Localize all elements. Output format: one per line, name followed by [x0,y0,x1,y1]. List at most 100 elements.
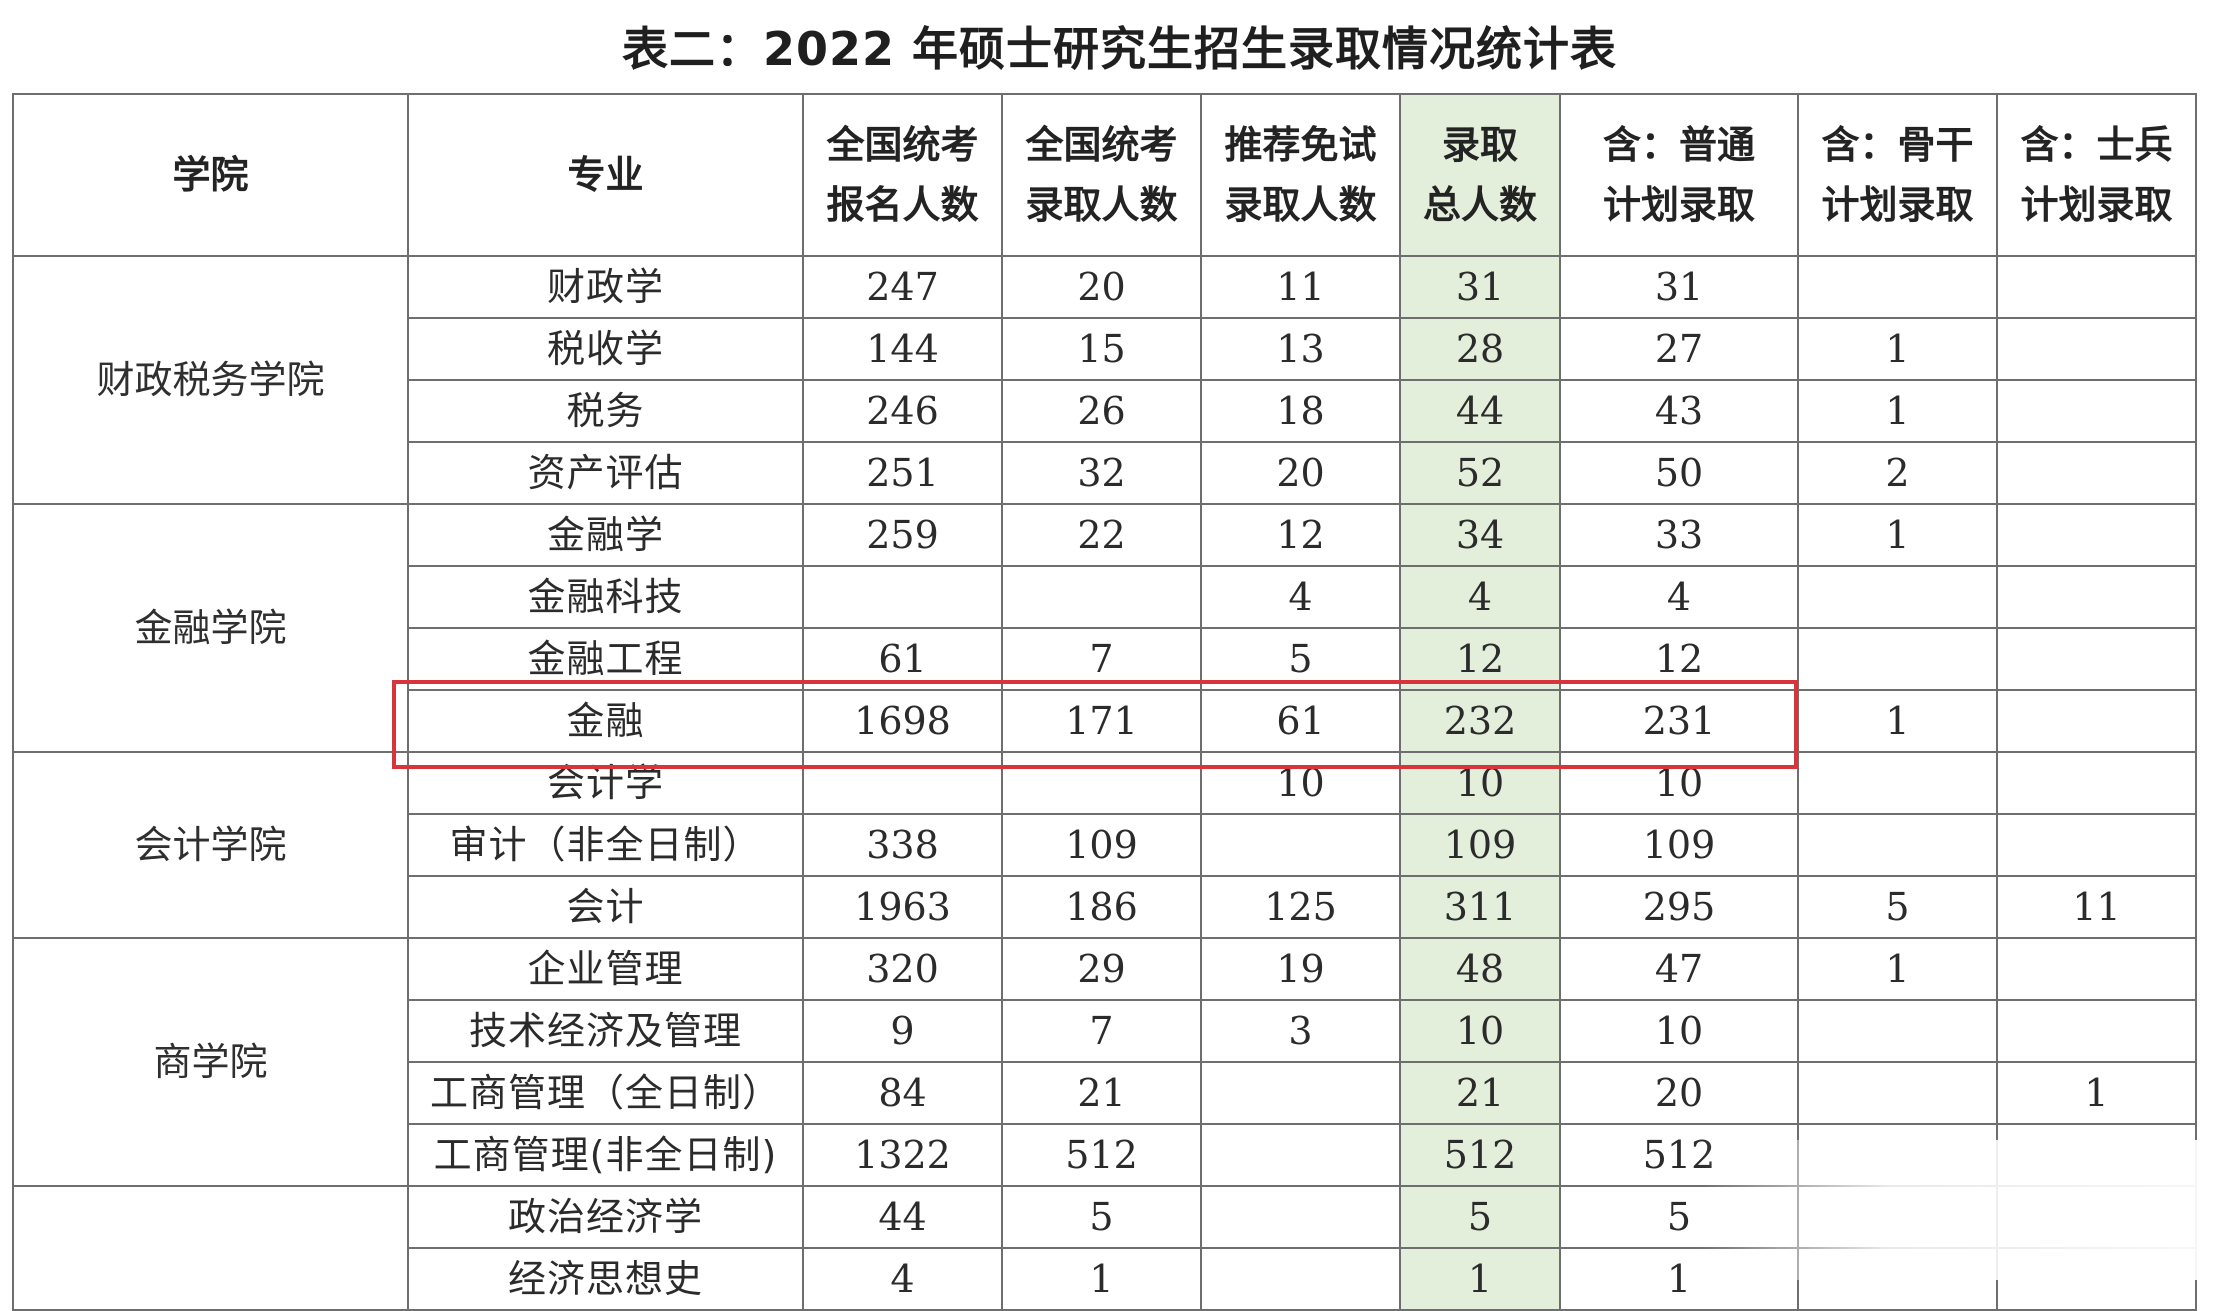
cell-nat-apply: 44 [802,1185,1003,1249]
cell-rec-admit [1200,1061,1401,1125]
cell-rec-admit [1200,1185,1401,1249]
table-row: 技术经济及管理 9 7 3 10 10 [13,999,2197,1063]
cell-plan-soldier [1996,1123,2197,1187]
cell-major: 企业管理 [407,937,804,1001]
cell-major: 会计学 [407,751,804,815]
admission-table-container: 学院 专业 全国统考 报名人数 全国统考 录取人数 推荐免试 录取人数 录取 总… [12,93,2197,1311]
cell-college [12,1185,409,1311]
cell-rec-admit: 61 [1200,689,1401,753]
header-plan-normal: 含：普通 计划录取 [1559,93,1799,257]
cell-plan-soldier [1996,565,2197,629]
cell-plan-backbone: 1 [1797,689,1998,753]
cell-rec-admit: 12 [1200,503,1401,567]
table-row: 会计 1963 186 125 311 295 5 11 [13,875,2197,939]
cell-nat-apply: 246 [802,379,1003,443]
cell-rec-admit: 18 [1200,379,1401,443]
cell-rec-admit: 10 [1200,751,1401,815]
cell-total: 21 [1399,1061,1561,1125]
table-row: 金融 1698 171 61 232 231 1 [13,689,2197,753]
cell-major: 资产评估 [407,441,804,505]
cell-major: 税务 [407,379,804,443]
header-total-line2: 总人数 [1422,183,1537,227]
cell-plan-normal: 50 [1559,441,1799,505]
cell-plan-normal: 512 [1559,1123,1799,1187]
cell-plan-normal: 4 [1559,565,1799,629]
cell-plan-normal: 5 [1559,1185,1799,1249]
table-row: 财政税务学院 财政学 247 20 11 31 31 [12,255,2197,505]
cell-major: 金融学 [407,503,804,567]
cell-total: 12 [1399,627,1561,691]
cell-rec-admit: 19 [1200,937,1401,1001]
cell-plan-normal: 27 [1559,317,1799,381]
cell-rec-admit: 5 [1200,627,1401,691]
cell-nat-admit: 20 [1001,255,1202,319]
header-major: 专业 [407,93,804,257]
table-row: 工商管理（全日制） 84 21 21 20 1 [13,1061,2197,1125]
header-plan-backbone: 含：骨干 计划录取 [1797,93,1998,257]
cell-nat-apply: 144 [802,317,1003,381]
cell-plan-backbone [1797,1185,1998,1249]
cell-rec-admit [1200,1123,1401,1187]
table-row: 审计（非全日制） 338 109 109 109 [13,813,2197,877]
header-total: 录取 总人数 [1399,93,1561,257]
cell-total: 109 [1399,813,1561,877]
cell-total: 44 [1399,379,1561,443]
cell-plan-soldier [1996,937,2197,1001]
header-plan-normal-line2: 计划录取 [1602,183,1755,227]
cell-plan-backbone: 1 [1797,937,1998,1001]
cell-total: 311 [1399,875,1561,939]
cell-plan-normal: 31 [1559,255,1799,319]
cell-plan-backbone: 1 [1797,317,1998,381]
header-plan-backbone-line2: 计划录取 [1821,183,1974,227]
cell-nat-admit: 7 [1001,999,1202,1063]
cell-total: 512 [1399,1123,1561,1187]
cell-rec-admit [1200,1247,1401,1311]
cell-major: 工商管理(非全日制) [407,1123,804,1187]
header-nat-apply: 全国统考 报名人数 [802,93,1003,257]
cell-total: 1 [1399,1247,1561,1311]
cell-major: 经济思想史 [407,1247,804,1311]
table-row: 资产评估 251 32 20 52 50 2 [13,441,2197,505]
cell-total: 34 [1399,503,1561,567]
cell-college: 商学院 [12,937,409,1187]
header-rec-admit-line1: 推荐免试 [1224,123,1377,167]
header-nat-admit-line1: 全国统考 [1025,123,1178,167]
table-row: 政治经济学 44 5 5 5 [12,1185,2197,1311]
cell-nat-admit: 15 [1001,317,1202,381]
cell-total: 28 [1399,317,1561,381]
table-row: 商学院 企业管理 320 29 19 48 47 1 [12,937,2197,1187]
cell-major: 财政学 [407,255,804,319]
header-plan-backbone-line1: 含：骨干 [1821,123,1974,167]
cell-nat-admit: 5 [1001,1185,1202,1249]
cell-total: 10 [1399,751,1561,815]
table-row: 金融工程 61 7 5 12 12 [13,627,2197,691]
header-nat-admit: 全国统考 录取人数 [1001,93,1202,257]
cell-plan-backbone: 1 [1797,379,1998,443]
cell-total: 10 [1399,999,1561,1063]
cell-major: 金融科技 [407,565,804,629]
cell-plan-soldier [1996,689,2197,753]
header-total-line1: 录取 [1441,123,1518,167]
cell-plan-soldier [1996,813,2197,877]
cell-college: 金融学院 [12,503,409,753]
cell-nat-admit: 22 [1001,503,1202,567]
cell-nat-apply: 1322 [802,1123,1003,1187]
cell-nat-apply: 338 [802,813,1003,877]
cell-plan-normal: 12 [1559,627,1799,691]
cell-nat-admit: 171 [1001,689,1202,753]
cell-total: 48 [1399,937,1561,1001]
cell-nat-apply [802,751,1003,815]
cell-rec-admit: 11 [1200,255,1401,319]
header-plan-soldier: 含：士兵 计划录取 [1996,93,2197,257]
cell-major: 政治经济学 [407,1185,804,1249]
table-row: 金融科技 4 4 4 [13,565,2197,629]
table-row: 税收学 144 15 13 28 27 1 [13,317,2197,381]
header-nat-apply-line1: 全国统考 [826,123,979,167]
cell-plan-normal: 47 [1559,937,1799,1001]
cell-plan-backbone [1797,751,1998,815]
cell-major: 金融工程 [407,627,804,691]
cell-nat-apply: 1698 [802,689,1003,753]
cell-nat-apply: 247 [802,255,1003,319]
cell-plan-soldier [1996,503,2197,567]
table-row: 金融学院 金融学 259 22 12 34 33 1 [12,503,2197,753]
